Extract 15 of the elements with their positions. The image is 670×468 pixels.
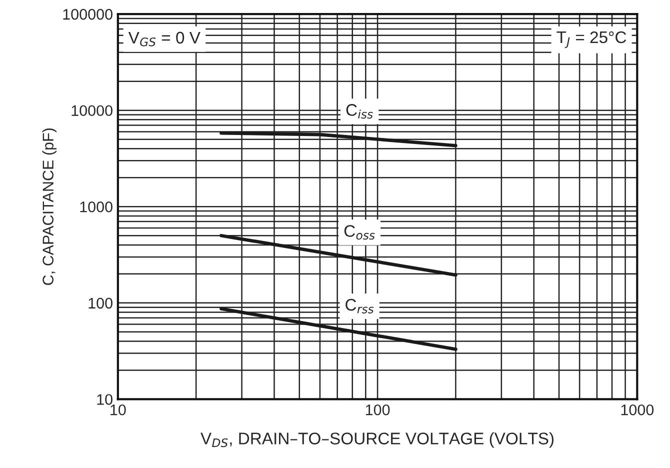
y-tick-label: 100 <box>88 298 112 309</box>
annotation: V$_{GS}$ = 0 V <box>128 32 200 46</box>
y-tick-label: 10000 <box>72 105 112 116</box>
x-tick-label: 100 <box>366 404 390 416</box>
series-label: C$_{oss}$ <box>344 225 375 240</box>
x-axis-title: V$_{DS}$, DRAIN–TO–SOURCE VOLTAGE (VOLTS) <box>200 432 554 448</box>
y-tick-label: 1000 <box>80 201 112 212</box>
y-tick-label: 100000 <box>63 8 112 20</box>
x-tick-label: 1000 <box>621 404 654 416</box>
y-tick-label: 10 <box>97 394 112 405</box>
series-label: C$_{rss}$ <box>346 298 374 314</box>
y-axis-title: C, CAPACITANCE (pF) <box>42 128 57 285</box>
series-label: C$_{iss}$ <box>346 104 373 119</box>
annotation: T$_{J}$ = 25°C <box>556 31 626 48</box>
x-tick-label: 10 <box>110 404 126 416</box>
